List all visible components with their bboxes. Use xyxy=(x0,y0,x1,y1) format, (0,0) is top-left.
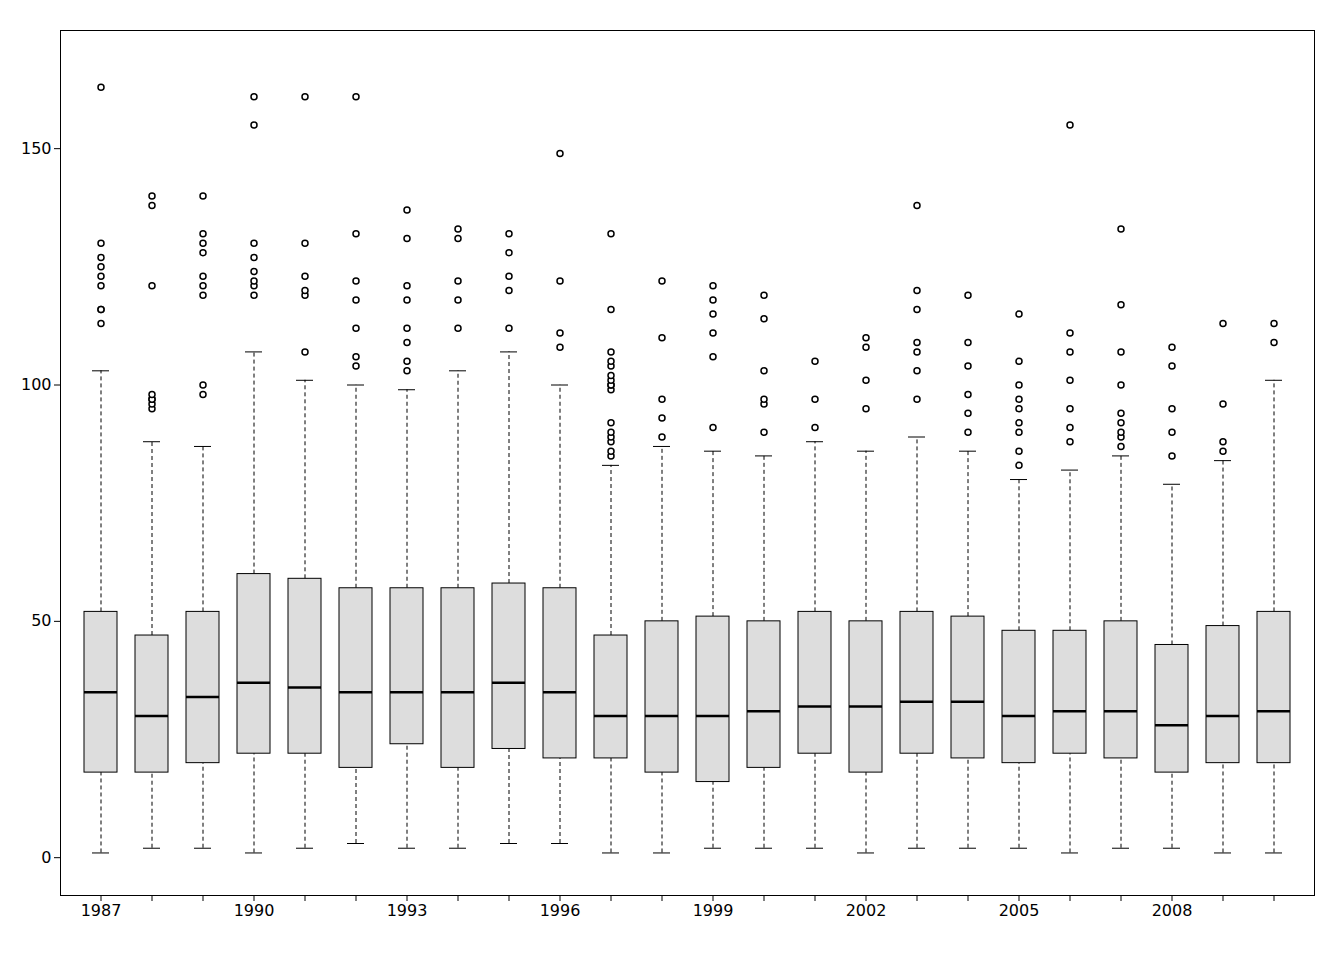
svg-text:1999: 1999 xyxy=(693,901,734,920)
svg-text:0: 0 xyxy=(41,848,51,867)
svg-text:50: 50 xyxy=(31,611,51,630)
svg-text:150: 150 xyxy=(21,139,52,158)
svg-text:100: 100 xyxy=(21,375,52,394)
svg-text:2002: 2002 xyxy=(846,901,887,920)
svg-text:1990: 1990 xyxy=(234,901,275,920)
svg-text:1996: 1996 xyxy=(540,901,581,920)
svg-text:1987: 1987 xyxy=(81,901,122,920)
svg-text:1993: 1993 xyxy=(387,901,428,920)
svg-text:2008: 2008 xyxy=(1152,901,1193,920)
svg-text:2005: 2005 xyxy=(999,901,1040,920)
